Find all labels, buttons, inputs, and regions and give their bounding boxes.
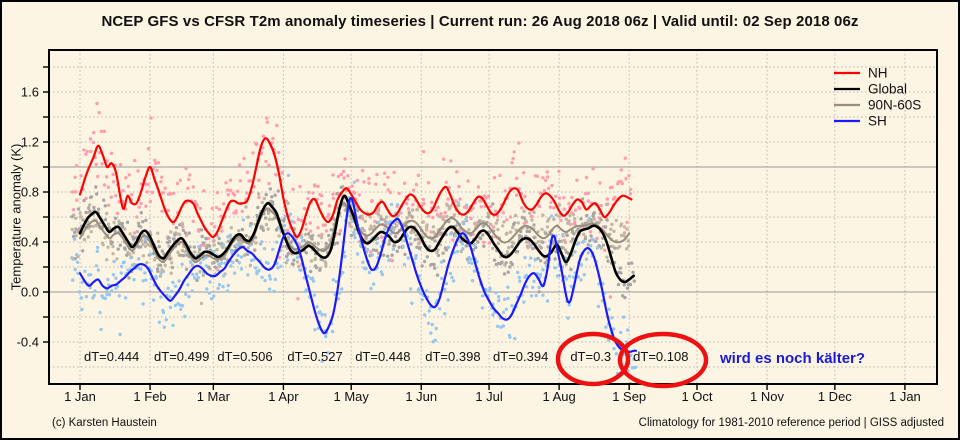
red-circle-annotation	[617, 331, 709, 389]
x-tick-label: 1 Jul	[475, 389, 503, 404]
gridlines	[49, 50, 937, 384]
y-tick-label: 0.8	[21, 185, 39, 200]
x-tick-label: 1 Nov	[750, 389, 784, 404]
copyright-text: (c) Karsten Haustein	[52, 417, 157, 429]
dt-label: dT=0.398	[425, 349, 480, 364]
x-tick-label: 1 Oct	[681, 389, 712, 404]
y-tick-label: 1.2	[21, 135, 39, 150]
line-nh	[78, 137, 633, 239]
annotation-question: wird es noch kälter?	[720, 350, 866, 367]
dt-label: dT=0.506	[217, 349, 272, 364]
legend-item-nh: NH	[834, 66, 888, 81]
legend-item-global: Global	[834, 82, 907, 97]
legend-label: 90N-60S	[868, 98, 921, 113]
dt-label: dT=0.3	[570, 349, 611, 364]
legend-label: SH	[868, 114, 887, 129]
x-tick-label: 1 Jun	[405, 389, 437, 404]
dt-label: dT=0.444	[84, 349, 139, 364]
y-tick-label: 1.6	[21, 85, 39, 100]
dt-label: dT=0.394	[493, 349, 548, 364]
dt-label: dT=0.448	[355, 349, 410, 364]
climatology-note: Climatology for 1981-2010 reference peri…	[638, 417, 944, 429]
axes: 1 Jan 1 Feb 1 Mar 1 Apr 1 May 1 Jun 1 Jul 1 Aug…	[17, 49, 938, 404]
x-tick-label: 1 May	[333, 389, 369, 404]
x-tick-label: 1 Sep	[612, 389, 646, 404]
legend-label: NH	[868, 66, 888, 81]
dt-monthly-labels: dT=0.444 dT=0.499 dT=0.506 dT=0.527 dT=0.448…	[84, 349, 688, 364]
line-sh	[78, 197, 638, 354]
y-tick-label: -0.4	[17, 335, 39, 350]
x-tick-label: 1 Jan	[64, 389, 96, 404]
highlight-circles	[555, 331, 709, 389]
legend-item-sh: SH	[834, 114, 887, 129]
dt-label: dT=0.108	[633, 349, 688, 364]
legend-label: Global	[868, 82, 907, 97]
x-tick-label: 1 Mar	[197, 389, 231, 404]
daily-scatter-dots	[70, 101, 638, 384]
chart-title: NCEP GFS vs CFSR T2m anomaly timeseries …	[101, 13, 859, 30]
x-tick-label: 1 Apr	[268, 389, 299, 404]
x-tick-label: 1 Aug	[542, 389, 575, 404]
x-tick-label: 1 Dec	[818, 389, 852, 404]
x-tick-label: 1 Jan	[889, 389, 921, 404]
scatter-sh	[71, 173, 638, 384]
dt-label: dT=0.499	[154, 349, 209, 364]
x-tick-label: 1 Feb	[133, 389, 166, 404]
y-tick-label: 0.0	[21, 285, 39, 300]
legend-item-90n-60s: 90N-60S	[834, 98, 921, 113]
y-tick-label: 0.4	[21, 235, 39, 250]
dt-label: dT=0.527	[287, 349, 342, 364]
smoothed-series-lines	[78, 137, 638, 354]
red-circle-annotation	[555, 331, 631, 387]
